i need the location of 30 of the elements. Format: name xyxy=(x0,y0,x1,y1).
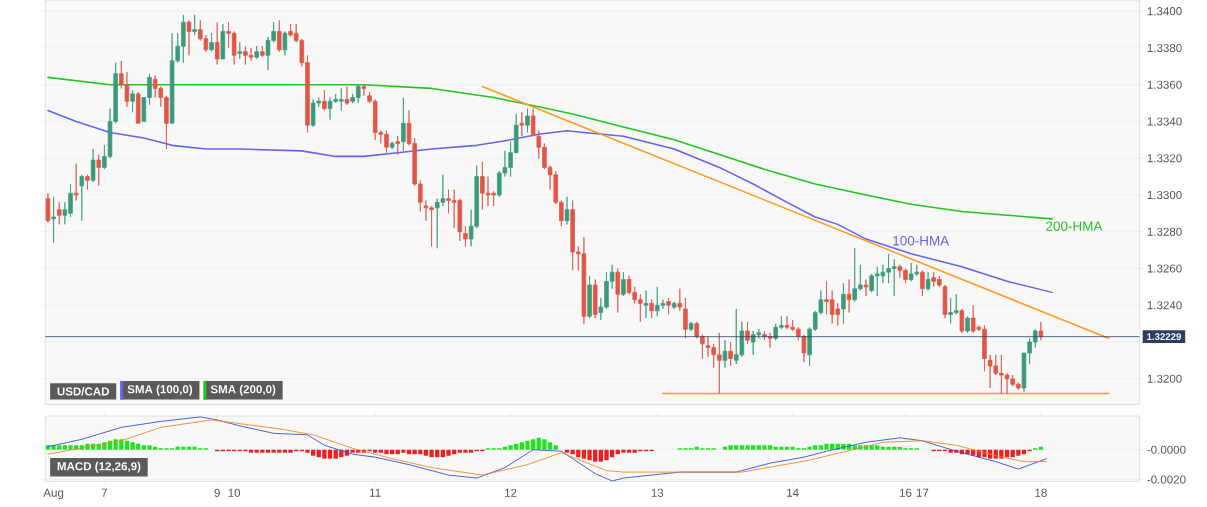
x-tick-label: 10 xyxy=(228,488,241,498)
y-tick-label: 1.3240 xyxy=(1147,301,1182,310)
y-tick-label: 1.3280 xyxy=(1147,227,1182,237)
y-tick-label: 1.3300 xyxy=(1147,191,1182,200)
y-tick-label: 1.3200 xyxy=(1147,374,1182,384)
annotation: 100-HMA xyxy=(893,236,950,246)
text: MACD (12,26,9) xyxy=(57,462,141,473)
y-tick-label: 1.3400 xyxy=(1147,7,1182,16)
x-tick-label: 13 xyxy=(651,488,664,498)
x-tick-label: 14 xyxy=(787,488,799,497)
y-tick-label: -0.0020 xyxy=(1147,475,1186,484)
x-tick-label: Aug xyxy=(43,488,64,500)
x-tick-label: 17 xyxy=(916,488,929,497)
y-tick-label: 1.3340 xyxy=(1147,117,1182,126)
y-tick-label: 1.3260 xyxy=(1147,264,1182,273)
y-tick-label: -0.0000 xyxy=(1147,445,1186,455)
y-tick-label: 1.3360 xyxy=(1147,80,1182,90)
x-tick-label: 18 xyxy=(1035,488,1047,498)
annotation: 200-HMA xyxy=(1046,221,1103,232)
legend-label: SMA (200,0) xyxy=(210,385,276,396)
x-tick-label: 7 xyxy=(101,488,108,497)
y-tick-label: 1.3320 xyxy=(1147,154,1182,163)
x-tick-label: 9 xyxy=(214,488,220,498)
x-tick-label: 12 xyxy=(505,488,517,498)
y-tick-label: 1.3380 xyxy=(1147,44,1182,53)
text: USD/CAD xyxy=(57,387,110,396)
legend-label: SMA (100,0) xyxy=(127,385,193,396)
x-tick-label: 11 xyxy=(370,488,381,497)
x-tick-label: 16 xyxy=(899,488,912,498)
ref-line-label: 1.32229 xyxy=(1147,333,1181,341)
